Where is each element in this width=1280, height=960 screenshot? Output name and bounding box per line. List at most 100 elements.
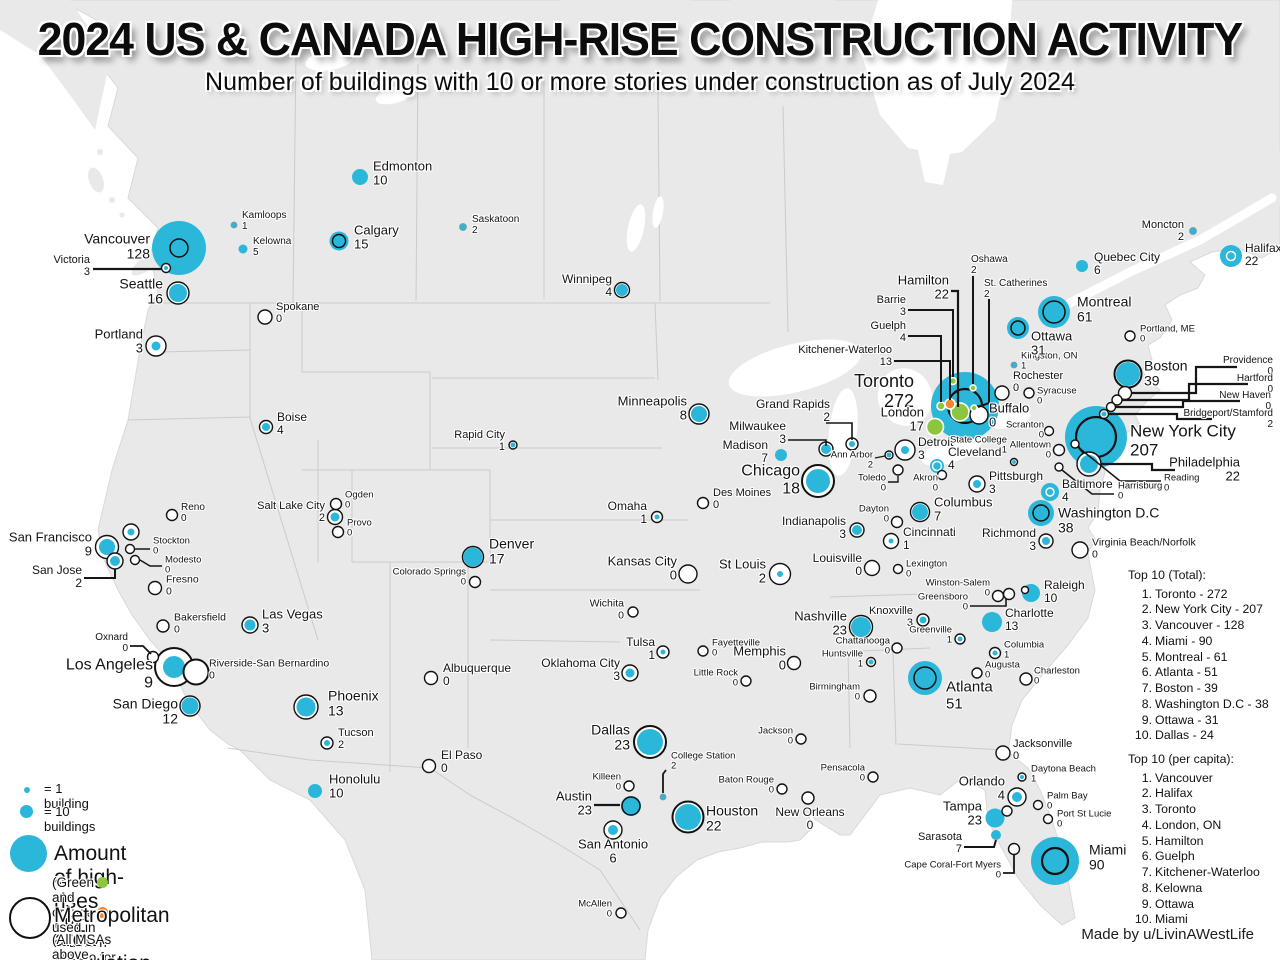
leader-lines-layer [84,267,1248,874]
population-circle [892,563,904,575]
city-marker-scranton [1043,425,1055,437]
city-marker-charlotte [982,612,1002,632]
uc-bubble [868,659,874,665]
uc-bubble [849,441,855,447]
city-marker-jackson [795,733,807,745]
top10-rank: 3. [1141,618,1152,633]
uc-bubble [230,221,238,229]
uc-bubble [324,740,330,746]
top10-per-capita-title: Top 10 (per capita): [1128,752,1234,766]
population-circle [1043,425,1055,437]
top10-entry: Montreal - 61 [1155,649,1228,664]
city-marker-stockton [124,543,136,555]
uc-bubble [775,449,787,461]
city-marker-albuquerque [423,670,439,686]
top10-total-title: Top 10 (Total): [1128,568,1206,582]
top10-item: 1. Vancouver [1128,771,1278,787]
city-marker-miami [1031,837,1079,885]
uc-bubble [851,617,871,637]
city-marker-memphis [786,655,802,671]
city-marker-london [925,417,945,437]
population-ring [1042,300,1066,324]
population-circle [696,496,710,510]
population-circle [1002,587,1016,601]
uc-bubble [238,244,248,254]
top10-entry: Miami - 90 [1155,633,1213,648]
city-marker-syracuse [1023,387,1035,399]
city-marker-oklahoma-city [621,664,639,682]
city-marker-colorado-springs [468,575,482,589]
population-ring [621,796,641,816]
population-circle [786,655,802,671]
top10-item: 10. Miami [1128,912,1278,928]
city-marker-spokane [257,309,273,325]
top10-entry: Washington D.C - 38 [1155,696,1269,711]
population-circle [1042,813,1054,825]
city-marker-honolulu [308,784,322,798]
city-marker-akron [936,469,948,481]
uc-bubble [262,423,270,431]
city-marker-el-paso [421,758,437,774]
uc-bubble [1010,361,1018,369]
city-marker-minneapolis [688,403,710,425]
top10-rank: 1. [1141,586,1152,601]
uc-bubble [659,793,667,801]
uc-bubble [152,221,206,275]
uc-bubble [181,697,199,715]
uc-bubble [1101,411,1107,417]
city-marker-little-rock [740,675,752,687]
city-marker-san-antonio [603,820,623,840]
top10-item: 9. Ottawa - 31 [1128,713,1278,729]
top10-item: 8. Washington D.C - 38 [1128,697,1278,713]
top10-item: 6. Atlanta - 51 [1128,665,1278,681]
uc-bubble [1076,260,1088,272]
city-marker-toledo [892,464,904,476]
city-marker-calgary [329,231,349,251]
uc-bubble [1041,483,1059,501]
top10-item: 9. Ottawa [1128,897,1278,913]
city-marker-austin [621,796,641,816]
city-marker-chicago [801,464,835,498]
uc-bubble [1116,362,1140,386]
city-marker-salt-lake-city [326,508,344,526]
top10-rank: 5. [1141,649,1152,664]
uc-bubble [821,444,831,454]
city-marker-sarasota [991,830,1001,840]
city-marker-reading [1070,439,1080,449]
city-marker-milwaukee [818,441,834,457]
city-marker-kitchener-waterloo [944,398,956,410]
top10-entry: Ottawa [1155,896,1194,911]
city-marker-ogden [329,497,343,511]
population-circle [1054,462,1064,472]
city-marker-omaha [650,510,664,524]
population-circle [863,559,881,577]
population-circle [991,589,1005,603]
leader-line [1101,462,1175,472]
city-marker-atlanta [908,661,942,695]
state-borders [127,51,1004,931]
population-circle [257,309,273,325]
population-circle [468,575,482,589]
uc-bubble [169,284,187,302]
city-marker-victoria [160,262,172,274]
uc-bubble [127,528,135,536]
top10-item: 3. Vancouver - 128 [1128,618,1278,634]
city-marker-greenville [954,633,966,645]
city-marker-denver [461,545,485,569]
population-ring [1045,487,1055,497]
pop-circle-icon [9,897,51,939]
top10-item: 7. Boston - 39 [1128,681,1278,697]
city-marker-boise [258,419,274,435]
top10-rank: 4. [1141,817,1152,832]
leader-line [826,422,853,440]
city-marker-st-catherines [970,404,978,412]
top10-item: 3. Toronto [1128,802,1278,818]
city-marker-fayetteville [697,645,709,657]
population-circle [995,745,1011,761]
city-marker-wichita [627,606,639,618]
legend-ten-buildings: = 10 buildings [44,804,96,834]
uc-bubble [1007,317,1029,339]
uc-bubble [637,729,663,755]
uc-bubble [991,830,1001,840]
